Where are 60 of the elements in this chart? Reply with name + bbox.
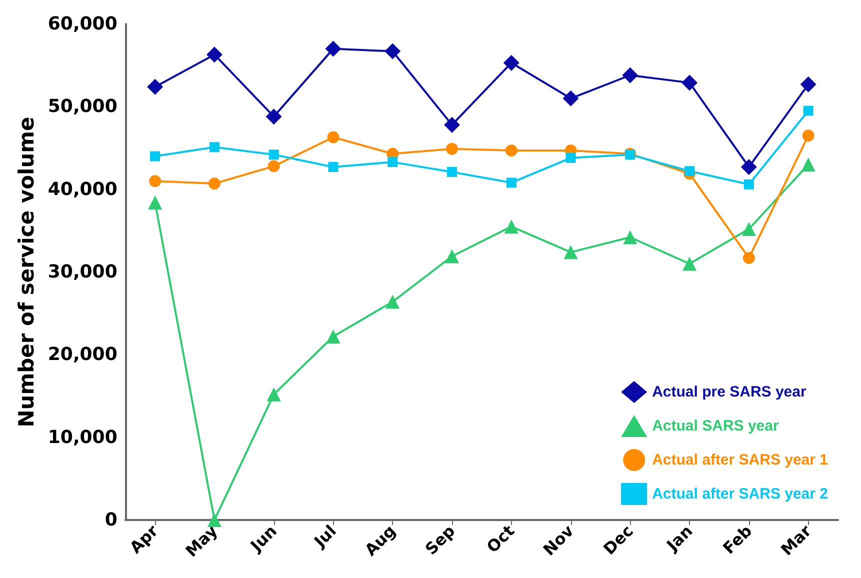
- point: [682, 256, 697, 271]
- point: [562, 90, 579, 106]
- legend-label: Actual after SARS year 2: [652, 486, 828, 502]
- point: [147, 78, 164, 95]
- point: [744, 179, 754, 190]
- point: [384, 43, 401, 60]
- point: [622, 67, 638, 84]
- point: [503, 54, 520, 71]
- point: [444, 249, 459, 264]
- point: [268, 160, 280, 172]
- point: [206, 46, 222, 63]
- point: [682, 74, 698, 91]
- point: [566, 152, 576, 163]
- point: [325, 40, 342, 57]
- point: [327, 131, 340, 144]
- point: [800, 76, 816, 92]
- point: [564, 245, 578, 260]
- point: [504, 220, 518, 234]
- point: [150, 151, 160, 162]
- y-tick-label: 50,000: [48, 96, 118, 118]
- point: [742, 252, 755, 264]
- legend-label: Actual after SARS year 1: [652, 452, 828, 468]
- y-tick-label: 10,000: [48, 426, 118, 448]
- point: [149, 175, 162, 188]
- x-tick-label: Feb: [719, 521, 756, 558]
- point: [266, 387, 281, 402]
- y-tick-label: 0: [104, 510, 118, 530]
- x-tick-label: Jul: [310, 521, 340, 552]
- x-tick-label: Jan: [662, 521, 696, 556]
- point: [446, 142, 458, 155]
- point: [505, 144, 518, 156]
- point: [506, 178, 516, 188]
- point: [446, 166, 457, 177]
- point: [444, 116, 460, 133]
- y-tick-label: 20,000: [48, 344, 118, 366]
- point: [209, 142, 220, 152]
- point: [148, 196, 162, 210]
- y-tick-label: 30,000: [48, 262, 118, 282]
- point: [208, 178, 220, 190]
- point: [802, 130, 814, 142]
- point: [266, 108, 282, 125]
- point: [684, 166, 695, 176]
- point: [328, 162, 338, 172]
- point: [268, 150, 279, 160]
- point: [388, 157, 398, 168]
- x-tick-label: Oct: [482, 521, 518, 556]
- y-tick-label: 60,000: [48, 14, 118, 34]
- legend-label: Actual SARS year: [652, 418, 779, 434]
- point: [803, 106, 814, 116]
- y-tick-label: 40,000: [48, 178, 118, 200]
- point: [742, 222, 756, 236]
- point: [801, 158, 816, 172]
- point: [326, 329, 340, 344]
- x-tick-label: Sep: [421, 521, 459, 559]
- point: [386, 294, 400, 309]
- point: [740, 159, 757, 176]
- point: [623, 230, 638, 244]
- y-axis-title: Number of service volume: [14, 116, 38, 428]
- point: [207, 513, 222, 527]
- legend-label: Actual pre SARS year: [652, 384, 806, 400]
